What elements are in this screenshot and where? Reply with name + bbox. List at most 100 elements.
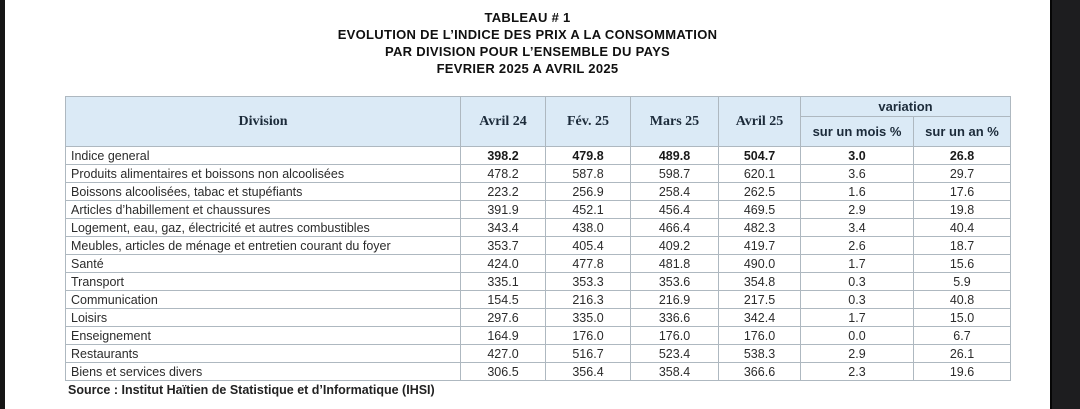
value-cell: 176.0 bbox=[545, 326, 631, 345]
value-cell: 216.9 bbox=[630, 290, 719, 309]
table-header: Division Avril 24 Fév. 25 Mars 25 Avril … bbox=[65, 96, 1011, 147]
value-cell: 516.7 bbox=[545, 344, 631, 363]
value-cell: 217.5 bbox=[718, 290, 801, 309]
column-header-fev-25: Fév. 25 bbox=[545, 96, 631, 147]
table-row: Transport 335.1 353.3 353.6 354.8 0.3 5.… bbox=[65, 272, 1011, 291]
value-cell: 452.1 bbox=[545, 200, 631, 219]
value-cell: 343.4 bbox=[460, 218, 546, 237]
table-row: Communication 154.5 216.3 216.9 217.5 0.… bbox=[65, 290, 1011, 309]
value-cell: 0.3 bbox=[800, 290, 914, 309]
value-cell: 15.6 bbox=[913, 254, 1011, 273]
value-cell: 335.1 bbox=[460, 272, 546, 291]
value-cell: 5.9 bbox=[913, 272, 1011, 291]
value-cell: 26.8 bbox=[913, 146, 1011, 165]
table-body: Indice general 398.2 479.8 489.8 504.7 3… bbox=[65, 146, 1011, 381]
table-row: Articles d’habillement et chaussures 391… bbox=[65, 200, 1011, 219]
division-cell: Indice general bbox=[65, 146, 461, 165]
column-header-avril-25: Avril 25 bbox=[718, 96, 801, 147]
table-row: Produits alimentaires et boissons non al… bbox=[65, 164, 1011, 183]
value-cell: 438.0 bbox=[545, 218, 631, 237]
value-cell: 358.4 bbox=[630, 362, 719, 381]
title-line-2: EVOLUTION DE L’INDICE DES PRIX A LA CONS… bbox=[337, 27, 718, 42]
value-cell: 2.3 bbox=[800, 362, 914, 381]
value-cell: 490.0 bbox=[718, 254, 801, 273]
table-row: Restaurants 427.0 516.7 523.4 538.3 2.9 … bbox=[65, 344, 1011, 363]
division-cell: Boissons alcoolisées, tabac et stupéfian… bbox=[65, 182, 461, 201]
value-cell: 19.8 bbox=[913, 200, 1011, 219]
value-cell: 40.4 bbox=[913, 218, 1011, 237]
value-cell: 353.3 bbox=[545, 272, 631, 291]
value-cell: 354.8 bbox=[718, 272, 801, 291]
value-cell: 424.0 bbox=[460, 254, 546, 273]
value-cell: 523.4 bbox=[630, 344, 719, 363]
value-cell: 1.7 bbox=[800, 308, 914, 327]
table-row: Boissons alcoolisées, tabac et stupéfian… bbox=[65, 182, 1011, 201]
value-cell: 223.2 bbox=[460, 182, 546, 201]
division-cell: Communication bbox=[65, 290, 461, 309]
table-row: Santé 424.0 477.8 481.8 490.0 1.7 15.6 bbox=[65, 254, 1011, 273]
value-cell: 419.7 bbox=[718, 236, 801, 255]
value-cell: 3.0 bbox=[800, 146, 914, 165]
document-page: TABLEAU # 1 EVOLUTION DE L’INDICE DES PR… bbox=[5, 0, 1050, 409]
value-cell: 353.6 bbox=[630, 272, 719, 291]
value-cell: 478.2 bbox=[460, 164, 546, 183]
value-cell: 256.9 bbox=[545, 182, 631, 201]
table-row: Enseignement 164.9 176.0 176.0 176.0 0.0… bbox=[65, 326, 1011, 345]
value-cell: 258.4 bbox=[630, 182, 719, 201]
value-cell: 29.7 bbox=[913, 164, 1011, 183]
value-cell: 466.4 bbox=[630, 218, 719, 237]
value-cell: 409.2 bbox=[630, 236, 719, 255]
value-cell: 366.6 bbox=[718, 362, 801, 381]
value-cell: 17.6 bbox=[913, 182, 1011, 201]
source-note: Source : Institut Haïtien de Statistique… bbox=[68, 383, 435, 397]
value-cell: 40.8 bbox=[913, 290, 1011, 309]
column-group-header-variation: variation bbox=[800, 96, 1011, 117]
value-cell: 620.1 bbox=[718, 164, 801, 183]
table-title-block: TABLEAU # 1 EVOLUTION DE L’INDICE DES PR… bbox=[5, 9, 1050, 77]
value-cell: 176.0 bbox=[718, 326, 801, 345]
value-cell: 598.7 bbox=[630, 164, 719, 183]
value-cell: 26.1 bbox=[913, 344, 1011, 363]
division-cell: Produits alimentaires et boissons non al… bbox=[65, 164, 461, 183]
column-header-mars-25: Mars 25 bbox=[630, 96, 719, 147]
value-cell: 18.7 bbox=[913, 236, 1011, 255]
table-row: Logement, eau, gaz, électricité et autre… bbox=[65, 218, 1011, 237]
value-cell: 2.9 bbox=[800, 344, 914, 363]
table-row: Indice general 398.2 479.8 489.8 504.7 3… bbox=[65, 146, 1011, 165]
title-line-3: PAR DIVISION POUR L’ENSEMBLE DU PAYS bbox=[384, 44, 671, 59]
division-cell: Restaurants bbox=[65, 344, 461, 363]
value-cell: 1.7 bbox=[800, 254, 914, 273]
value-cell: 19.6 bbox=[913, 362, 1011, 381]
value-cell: 504.7 bbox=[718, 146, 801, 165]
division-cell: Logement, eau, gaz, électricité et autre… bbox=[65, 218, 461, 237]
value-cell: 353.7 bbox=[460, 236, 546, 255]
value-cell: 456.4 bbox=[630, 200, 719, 219]
table-row: Meubles, articles de ménage et entretien… bbox=[65, 236, 1011, 255]
value-cell: 164.9 bbox=[460, 326, 546, 345]
value-cell: 216.3 bbox=[545, 290, 631, 309]
division-cell: Transport bbox=[65, 272, 461, 291]
value-cell: 391.9 bbox=[460, 200, 546, 219]
value-cell: 587.8 bbox=[545, 164, 631, 183]
value-cell: 342.4 bbox=[718, 308, 801, 327]
value-cell: 15.0 bbox=[913, 308, 1011, 327]
division-cell: Enseignement bbox=[65, 326, 461, 345]
column-header-variation-month: sur un mois % bbox=[800, 116, 914, 147]
division-cell: Santé bbox=[65, 254, 461, 273]
value-cell: 176.0 bbox=[630, 326, 719, 345]
value-cell: 3.4 bbox=[800, 218, 914, 237]
column-header-avril-24: Avril 24 bbox=[460, 96, 546, 147]
value-cell: 2.6 bbox=[800, 236, 914, 255]
table-row: Loisirs 297.6 335.0 336.6 342.4 1.7 15.0 bbox=[65, 308, 1011, 327]
value-cell: 427.0 bbox=[460, 344, 546, 363]
division-cell: Meubles, articles de ménage et entretien… bbox=[65, 236, 461, 255]
value-cell: 481.8 bbox=[630, 254, 719, 273]
value-cell: 469.5 bbox=[718, 200, 801, 219]
value-cell: 2.9 bbox=[800, 200, 914, 219]
value-cell: 154.5 bbox=[460, 290, 546, 309]
column-header-division: Division bbox=[65, 96, 461, 147]
value-cell: 262.5 bbox=[718, 182, 801, 201]
value-cell: 297.6 bbox=[460, 308, 546, 327]
value-cell: 405.4 bbox=[545, 236, 631, 255]
value-cell: 335.0 bbox=[545, 308, 631, 327]
